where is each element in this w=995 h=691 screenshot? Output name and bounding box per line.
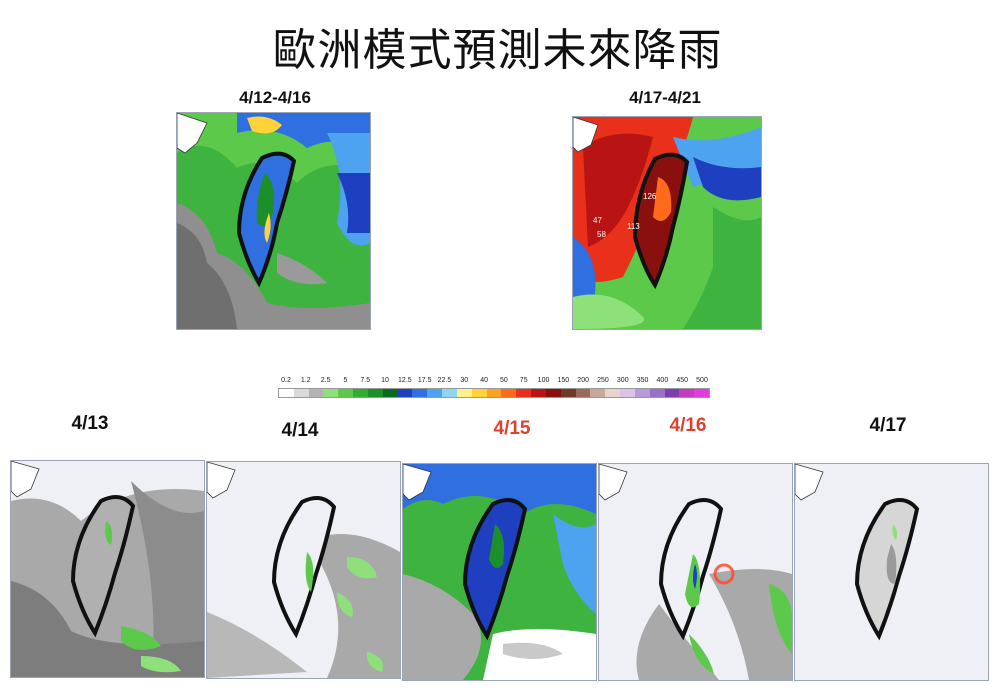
rainfall-color-scale: 0.2 1.2 2.5 5 7.5 10 12.5 17.5 22.5 30 40 50 75 100 15… (278, 377, 710, 401)
color-scale-swatch (456, 389, 472, 397)
rainfall-map (177, 113, 370, 329)
rainfall-map: 126 113 47 58 (573, 117, 761, 329)
color-scale-swatch (293, 389, 309, 397)
color-scale-swatch (664, 389, 680, 397)
color-scale-ticks: 0.2 1.2 2.5 5 7.5 10 12.5 17.5 22.5 30 40 50 75 100 15… (278, 377, 710, 387)
color-scale-bar (278, 388, 710, 398)
color-scale-tick: 2.5 (320, 377, 331, 384)
summary-label-2: 4/17-4/21 (629, 88, 701, 107)
rainfall-map (599, 464, 792, 680)
daily-map-4-13 (10, 460, 205, 678)
color-scale-tick: 500 (696, 377, 708, 384)
color-scale-tick: 12.5 (398, 377, 412, 384)
color-scale-swatch (427, 389, 443, 397)
color-scale-tick: 7.5 (360, 377, 371, 384)
color-scale-swatch (279, 389, 294, 397)
color-scale-tick: 350 (636, 377, 649, 384)
color-scale-tick: 40 (480, 377, 488, 384)
daily-label-4-13: 4/13 (71, 413, 109, 434)
color-scale-tick: 30 (460, 377, 469, 384)
color-scale-swatch (471, 389, 487, 397)
color-scale-tick: 450 (676, 377, 689, 384)
color-scale-swatch (560, 389, 576, 397)
color-scale-tick: 100 (537, 377, 550, 384)
rainfall-map (403, 464, 596, 680)
color-scale-tick: 5 (343, 377, 348, 384)
color-scale-tick: 50 (499, 377, 508, 384)
color-scale-tick: 300 (616, 377, 629, 384)
color-scale-swatch (649, 389, 665, 397)
rainfall-map (11, 461, 204, 677)
color-scale-swatch (501, 389, 517, 397)
color-scale-swatch (590, 389, 606, 397)
color-scale-swatch (679, 389, 695, 397)
color-scale-tick: 22.5 (437, 377, 452, 384)
color-scale-tick: 150 (557, 377, 570, 384)
daily-map-4-14 (206, 461, 401, 679)
color-scale-swatch (516, 389, 532, 397)
rain-value-label: 113 (627, 222, 640, 231)
color-scale-swatch (605, 389, 621, 397)
rain-value-label: 58 (597, 230, 606, 239)
color-scale-tick: 10 (381, 377, 389, 384)
color-scale-tick: 75 (519, 377, 528, 384)
color-scale-tick: 1.2 (300, 377, 311, 384)
color-scale-swatch (620, 389, 635, 397)
daily-label-4-14: 4/14 (281, 420, 319, 441)
summary-map-4-17-4-21: 126 113 47 58 (572, 116, 762, 330)
color-scale-tick: 250 (597, 377, 609, 384)
color-scale-swatch (412, 389, 428, 397)
rain-value-label: 126 (643, 192, 657, 201)
color-scale-swatch (486, 389, 502, 397)
color-scale-swatch (634, 389, 650, 397)
daily-label-4-16: 4/16 (669, 415, 707, 436)
color-scale-swatch (367, 389, 383, 397)
color-scale-swatch (338, 389, 354, 397)
color-scale-swatch (575, 389, 591, 397)
summary-map-4-12-4-16 (176, 112, 371, 330)
color-scale-swatch (442, 389, 457, 397)
color-scale-swatch (694, 389, 710, 397)
color-scale-swatch (323, 389, 339, 397)
color-scale-swatch (545, 389, 561, 397)
daily-label-4-15: 4/15 (493, 418, 531, 439)
rainfall-map (207, 462, 400, 678)
rainfall-map (795, 464, 988, 680)
color-scale-tick: 0.2 (281, 377, 291, 384)
color-scale-swatch (397, 389, 413, 397)
daily-map-4-16 (598, 463, 793, 681)
summary-label-1: 4/12-4/16 (239, 88, 311, 107)
color-scale-swatch (353, 389, 368, 397)
color-scale-swatch (382, 389, 398, 397)
color-scale-swatch (308, 389, 324, 397)
color-scale-tick: 17.5 (417, 377, 432, 384)
color-scale-tick: 200 (577, 377, 589, 384)
color-scale-swatch (531, 389, 546, 397)
color-scale-tick: 400 (656, 377, 669, 384)
page-title: 歐洲模式預測未來降雨 (272, 25, 723, 76)
daily-label-4-17: 4/17 (869, 415, 907, 436)
daily-map-4-15 (402, 463, 597, 681)
rain-value-label: 47 (593, 216, 602, 225)
daily-map-4-17 (794, 463, 989, 681)
